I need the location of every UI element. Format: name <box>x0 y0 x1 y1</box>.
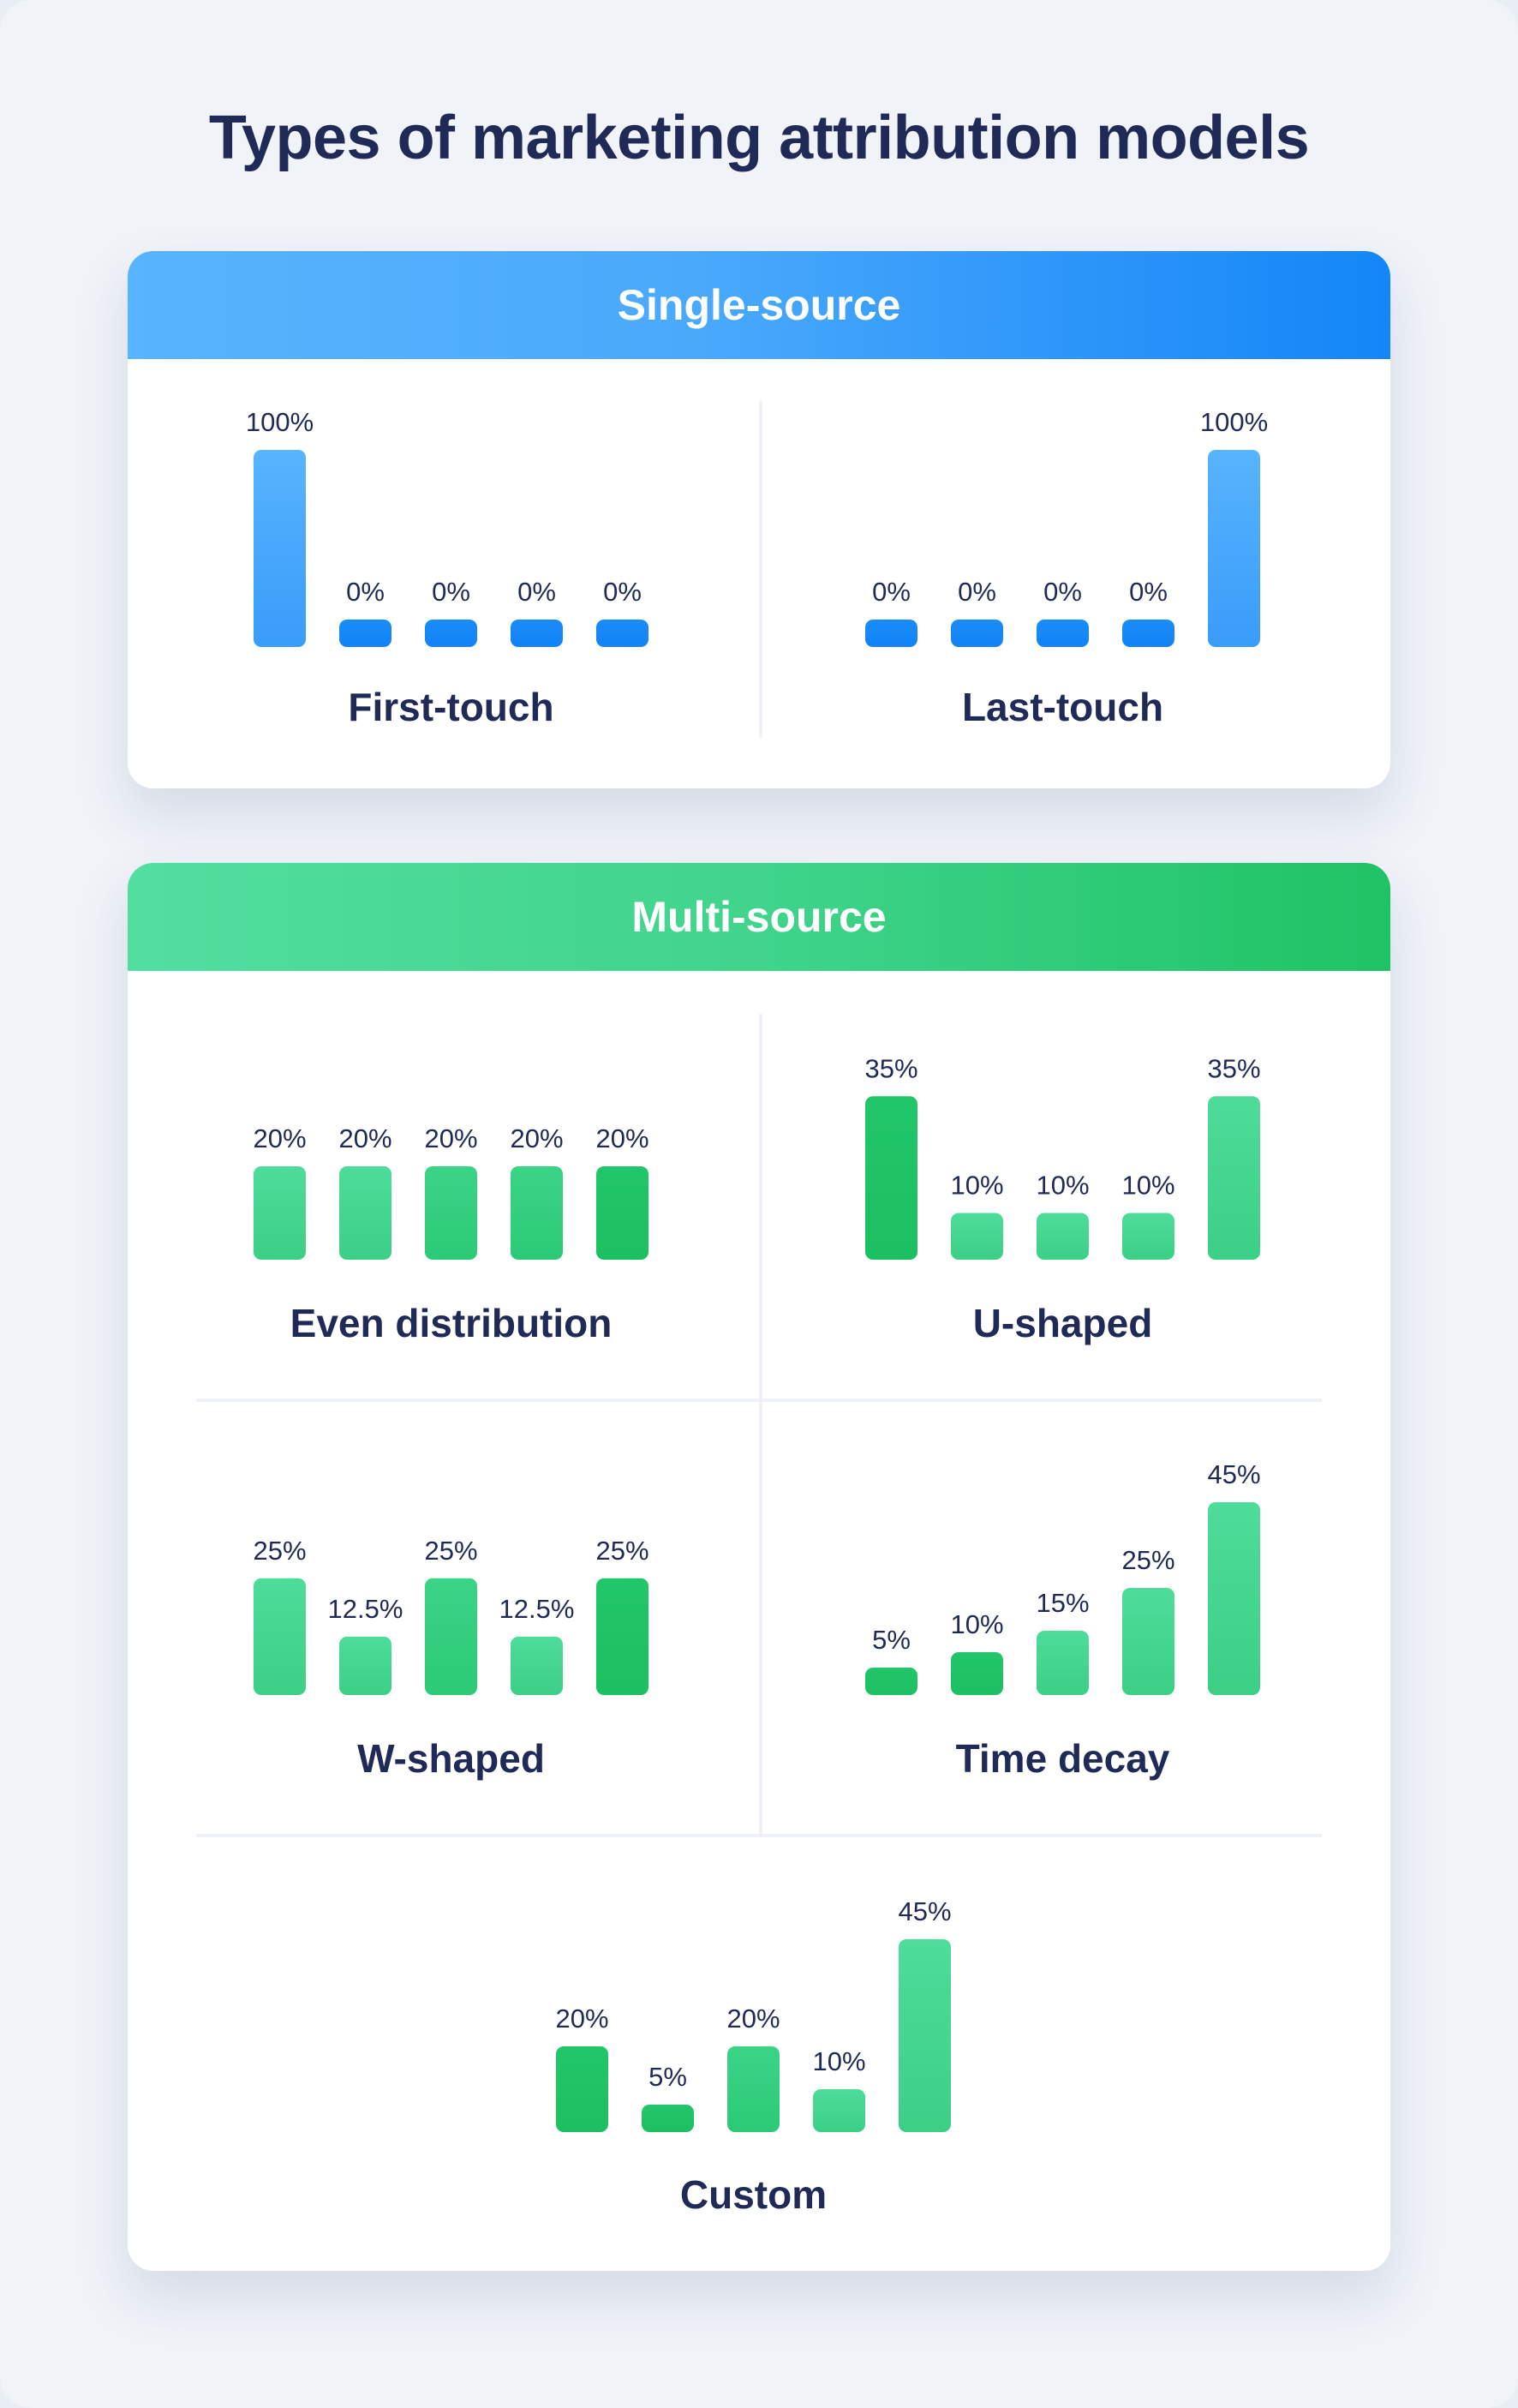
last-touch-bar-1 <box>865 620 917 647</box>
last-touch-title: Last-touch <box>962 685 1163 729</box>
custom-bar-label-1: 20% <box>555 2004 608 2034</box>
even-distribution-bar-label-2: 20% <box>338 1123 391 1153</box>
w-shaped-title: W-shaped <box>357 1736 545 1781</box>
even-distribution-bar-2 <box>339 1166 391 1260</box>
custom-bar-label-4: 10% <box>812 2046 865 2076</box>
time-decay-chart: 5% 10% 15% 25% 45% Time decay <box>865 1459 1261 1781</box>
u-shaped-bar-1 <box>865 1096 917 1260</box>
u-shaped-bar-label-4: 10% <box>1121 1171 1174 1201</box>
even-distribution-bar-1 <box>254 1166 306 1260</box>
even-distribution-bar-label-4: 20% <box>510 1123 563 1153</box>
multi-source-divider-row1 <box>196 1399 1322 1402</box>
first-touch-bar-3 <box>425 620 477 647</box>
w-shaped-bar-label-1: 25% <box>253 1536 306 1566</box>
single-source-divider <box>759 401 762 738</box>
even-distribution-chart: 20% 20% 20% 20% 20% Even distribution <box>253 1123 648 1345</box>
w-shaped-chart: 25% 12.5% 25% 12.5% 25% W-shaped <box>253 1536 648 1781</box>
multi-source-divider-row2 <box>196 1834 1322 1837</box>
time-decay-bar-1 <box>865 1668 917 1695</box>
even-distribution-bar-4 <box>511 1166 563 1260</box>
last-touch-bar-4 <box>1122 620 1174 647</box>
u-shaped-bar-label-3: 10% <box>1036 1171 1089 1201</box>
last-touch-bar-label-5: 100% <box>1200 407 1268 437</box>
first-touch-bar-4 <box>511 620 563 647</box>
even-distribution-bar-label-5: 20% <box>595 1123 648 1153</box>
w-shaped-bar-3 <box>425 1578 477 1695</box>
last-touch-bar-label-3: 0% <box>1043 577 1082 607</box>
custom-chart: 20% 5% 20% 10% 45% Custom <box>555 1896 951 2217</box>
custom-bar-5 <box>899 1939 951 2132</box>
time-decay-bar-3 <box>1037 1631 1089 1695</box>
last-touch-bar-3 <box>1037 620 1089 647</box>
time-decay-bar-label-5: 45% <box>1207 1459 1260 1489</box>
first-touch-bar-label-2: 0% <box>346 577 385 607</box>
first-touch-title: First-touch <box>348 685 553 729</box>
even-distribution-bar-label-1: 20% <box>253 1123 306 1153</box>
u-shaped-bar-label-1: 35% <box>864 1053 917 1083</box>
time-decay-title: Time decay <box>956 1736 1170 1781</box>
first-touch-bar-5 <box>596 620 648 647</box>
w-shaped-bar-label-5: 25% <box>595 1536 648 1566</box>
last-touch-bar-label-4: 0% <box>1129 577 1168 607</box>
single-source-card: Single-source 100% 0% 0% 0% 0% First-touch 0% 0… <box>128 251 1390 788</box>
u-shaped-title: U-shaped <box>973 1301 1153 1345</box>
custom-bar-label-5: 45% <box>898 1896 951 1926</box>
custom-title: Custom <box>680 2172 827 2217</box>
u-shaped-bar-4 <box>1122 1213 1174 1260</box>
time-decay-bar-4 <box>1122 1588 1174 1695</box>
last-touch-bar-label-1: 0% <box>872 577 911 607</box>
multi-source-divider-vertical <box>759 1014 762 1836</box>
u-shaped-bar-label-2: 10% <box>950 1171 1003 1201</box>
custom-bar-label-3: 20% <box>726 2004 780 2034</box>
multi-source-header: Multi-source <box>128 863 1390 971</box>
w-shaped-bar-1 <box>254 1578 306 1695</box>
w-shaped-bar-label-2: 12.5% <box>328 1594 403 1624</box>
first-touch-bar-label-5: 0% <box>603 577 642 607</box>
single-source-header: Single-source <box>128 251 1390 359</box>
first-touch-bar-2 <box>339 620 391 647</box>
last-touch-bar-5 <box>1208 450 1260 647</box>
even-distribution-bar-label-3: 20% <box>424 1123 477 1153</box>
w-shaped-bar-4 <box>511 1636 563 1695</box>
last-touch-chart: 0% 0% 0% 0% 100% Last-touch <box>865 407 1268 729</box>
w-shaped-bar-label-4: 12.5% <box>499 1594 575 1624</box>
time-decay-bar-label-3: 15% <box>1036 1588 1089 1618</box>
u-shaped-bar-5 <box>1208 1096 1260 1260</box>
even-distribution-bar-3 <box>425 1166 477 1260</box>
time-decay-bar-2 <box>951 1652 1003 1695</box>
time-decay-bar-label-1: 5% <box>872 1625 911 1655</box>
first-touch-bar-1 <box>254 450 306 647</box>
time-decay-bar-label-2: 10% <box>950 1609 1003 1639</box>
first-touch-bar-label-1: 100% <box>246 407 314 437</box>
w-shaped-bar-2 <box>339 1636 391 1695</box>
page-title: Types of marketing attribution models <box>208 104 1310 172</box>
u-shaped-bar-2 <box>951 1213 1003 1260</box>
time-decay-bar-5 <box>1208 1502 1260 1695</box>
custom-bar-label-2: 5% <box>648 2062 687 2092</box>
first-touch-bar-label-3: 0% <box>432 577 470 607</box>
u-shaped-bar-label-5: 35% <box>1207 1053 1260 1083</box>
single-source-charts: 100% 0% 0% 0% 0% First-touch 0% 0% 0% 0% 100% Last-… <box>246 407 1268 729</box>
u-shaped-bar-3 <box>1037 1213 1089 1260</box>
last-touch-bar-2 <box>951 620 1003 647</box>
even-distribution-title: Even distribution <box>290 1301 613 1345</box>
custom-bar-1 <box>556 2046 608 2132</box>
custom-bar-2 <box>642 2105 694 2132</box>
w-shaped-bar-label-3: 25% <box>424 1536 477 1566</box>
first-touch-chart: 100% 0% 0% 0% 0% First-touch <box>246 407 648 729</box>
time-decay-bar-label-4: 25% <box>1121 1545 1174 1575</box>
multi-source-charts: 20% 20% 20% 20% 20% Even distribution 35% 10% 10… <box>253 1053 1261 2217</box>
custom-bar-3 <box>727 2046 780 2132</box>
first-touch-bar-label-4: 0% <box>517 577 556 607</box>
w-shaped-bar-5 <box>596 1578 648 1695</box>
custom-bar-4 <box>813 2089 865 2132</box>
multi-source-card: Multi-source 20% 20% 20% 20% 20% Even distrib… <box>128 863 1390 2271</box>
even-distribution-bar-5 <box>596 1166 648 1260</box>
last-touch-bar-label-2: 0% <box>958 577 996 607</box>
u-shaped-chart: 35% 10% 10% 10% 35% U-shaped <box>864 1053 1260 1345</box>
